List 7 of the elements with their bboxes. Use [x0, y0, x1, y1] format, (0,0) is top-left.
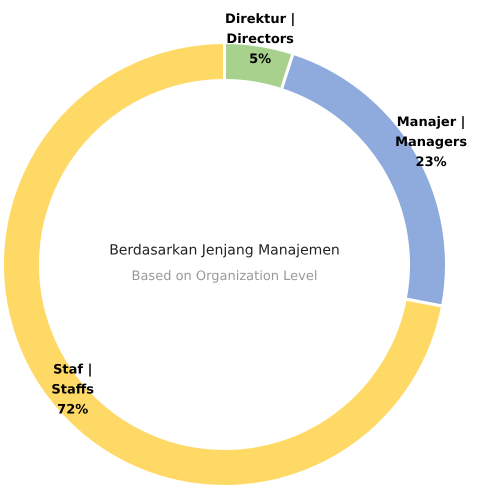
slice-label: Manajer | Managers: [395, 114, 468, 150]
text: Berdasarkan Jenjang Manajemen: [109, 242, 340, 258]
text: Based on Organization Level: [132, 269, 318, 284]
data-label: 72%: [57, 402, 88, 418]
data-label: 5%: [249, 52, 272, 67]
slice-label: Direktur | Directors: [225, 12, 296, 47]
data-label: 23%: [416, 154, 447, 170]
